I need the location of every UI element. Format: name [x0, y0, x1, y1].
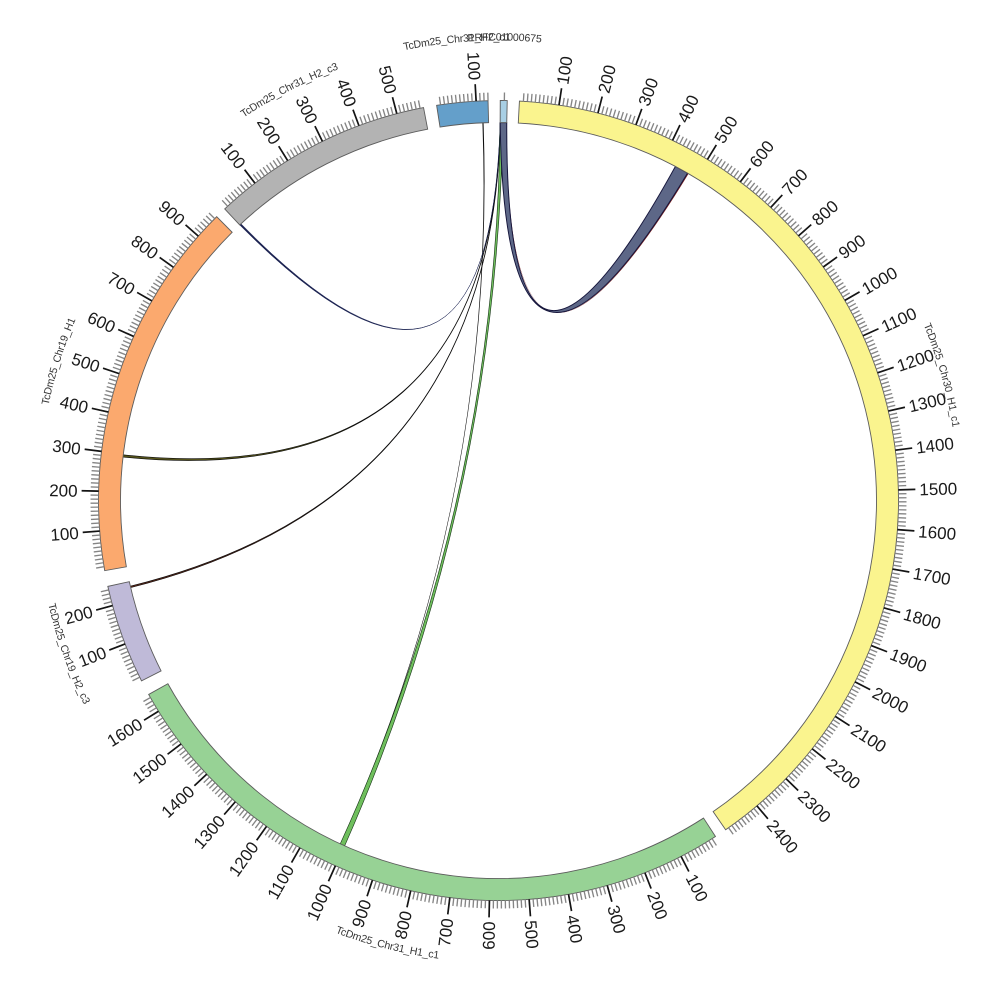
svg-text:1600: 1600 — [918, 522, 957, 544]
svg-text:200: 200 — [49, 481, 78, 501]
svg-text:300: 300 — [51, 436, 81, 458]
svg-text:1400: 1400 — [915, 434, 955, 458]
svg-text:100: 100 — [50, 524, 80, 545]
svg-text:100: 100 — [553, 55, 576, 86]
svg-text:1500: 1500 — [919, 479, 957, 499]
svg-text:PRFC01000675: PRFC01000675 — [467, 31, 542, 45]
svg-text:600: 600 — [479, 921, 499, 950]
svg-text:400: 400 — [562, 913, 586, 944]
svg-text:100: 100 — [463, 51, 484, 80]
svg-text:700: 700 — [435, 917, 457, 947]
svg-text:500: 500 — [521, 920, 542, 950]
